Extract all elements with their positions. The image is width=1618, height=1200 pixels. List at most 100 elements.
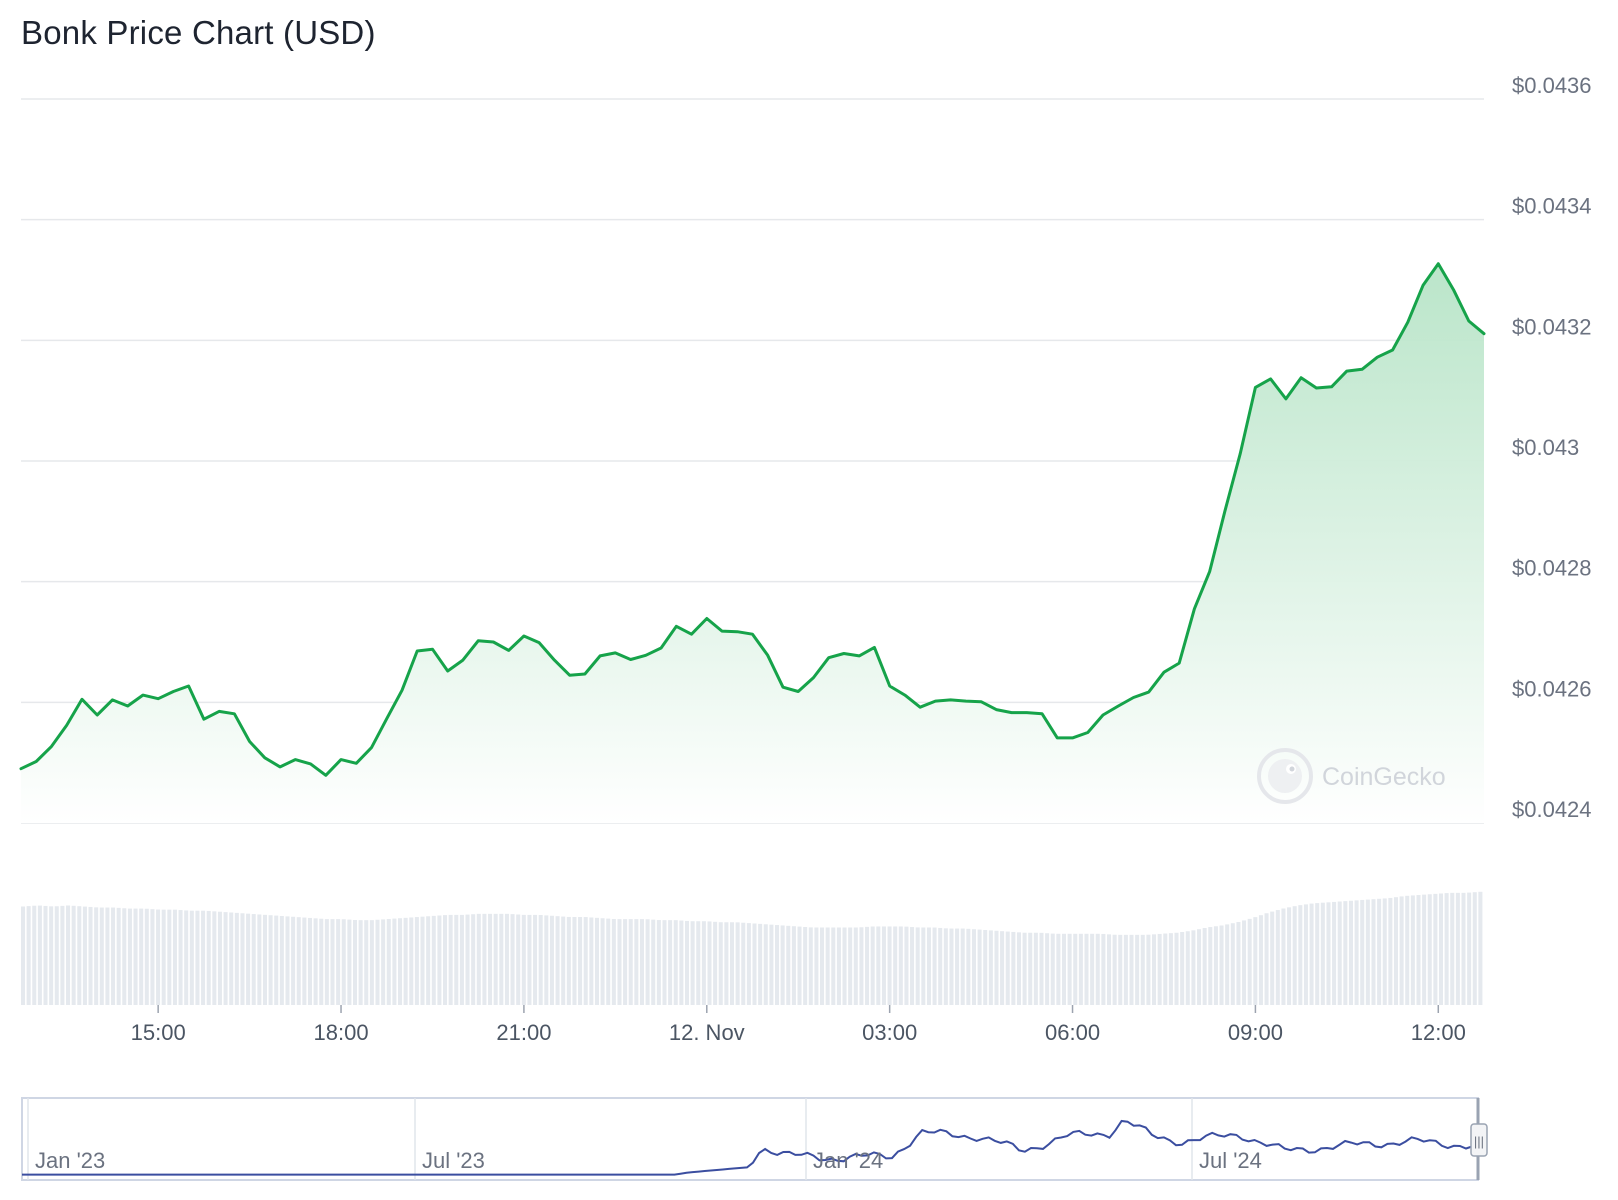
volume-bar [701, 921, 706, 1005]
volume-bar [623, 919, 628, 1005]
volume-bar [820, 927, 825, 1005]
volume-bar [217, 911, 222, 1005]
volume-bar [454, 914, 459, 1005]
volume-bar [606, 918, 611, 1005]
volume-bar [893, 926, 898, 1005]
volume-bar [848, 927, 853, 1005]
volume-bar [1461, 892, 1466, 1005]
price-line [19, 262, 1486, 777]
volume-bar [797, 926, 802, 1005]
volume-bar [1360, 899, 1365, 1005]
volume-bar [43, 905, 48, 1005]
volume-bar [1213, 926, 1218, 1005]
volume-bar [488, 913, 493, 1005]
volume-bar [144, 908, 149, 1005]
volume-bar [1320, 902, 1325, 1005]
navigator-frame [21, 1097, 1479, 1181]
volume-bar [1365, 899, 1370, 1005]
volume-bar [780, 925, 785, 1005]
volume-bar [195, 910, 200, 1005]
volume-bar [684, 920, 690, 1005]
volume-bar [94, 907, 99, 1005]
volume-bar [1011, 931, 1016, 1005]
volume-bar [1202, 928, 1207, 1005]
volume-bar [240, 913, 245, 1005]
volume-bar [549, 915, 554, 1005]
volume-bar [994, 930, 999, 1005]
volume-bar [167, 909, 172, 1005]
volume-bar [718, 922, 723, 1005]
volume-bar [1348, 900, 1353, 1005]
volume-bar [1191, 930, 1196, 1005]
volume-bar [1253, 917, 1258, 1005]
volume-bar [1005, 931, 1010, 1005]
volume-bar [656, 920, 661, 1005]
range-navigator[interactable]: Jan '23 Jul '23 Jan '24 Jul '24 ||| [21, 1097, 1488, 1181]
volume-bar [769, 924, 774, 1005]
volume-bar [116, 907, 121, 1005]
x-tick-label: 03:00 [862, 1020, 917, 1045]
volume-bar [150, 909, 155, 1005]
volume-bar [791, 926, 796, 1005]
volume-bar [1427, 894, 1432, 1005]
volume-bar [1185, 931, 1190, 1005]
volume-bar [291, 916, 296, 1005]
volume-bar [1416, 895, 1421, 1005]
volume-bar [111, 907, 116, 1005]
volume-bar [1129, 934, 1134, 1005]
volume-bar [88, 906, 93, 1005]
volume-bar [859, 927, 864, 1005]
volume-bar [1045, 933, 1050, 1005]
volume-bar [617, 919, 622, 1005]
watermark-text: CoinGecko [1322, 763, 1446, 791]
volume-bar [1174, 932, 1179, 1005]
x-tick-label: 15:00 [131, 1020, 186, 1045]
volume-bar [66, 905, 71, 1005]
navigator-gridlines [27, 1098, 1193, 1180]
volume-bar [375, 919, 380, 1005]
volume-bar [555, 916, 560, 1005]
volume-bar [307, 917, 312, 1005]
navigator-label: Jan '24 [813, 1148, 883, 1173]
volume-bar [251, 914, 256, 1005]
volume-bar [628, 919, 633, 1005]
volume-bar [156, 909, 161, 1005]
volume-bar [1197, 929, 1202, 1005]
coingecko-watermark: CoinGecko [1257, 748, 1446, 804]
volume-bar [392, 918, 397, 1005]
volume-bar [504, 913, 509, 1005]
volume-bar [1264, 913, 1269, 1005]
volume-bar [1382, 898, 1387, 1005]
y-tick-label: $0.0424 [1512, 797, 1592, 822]
navigator-labels: Jan '23 Jul '23 Jan '24 Jul '24 [35, 1148, 1262, 1173]
volume-bar [752, 923, 757, 1005]
x-tick-label: 06:00 [1045, 1020, 1100, 1045]
volume-bar [386, 919, 391, 1005]
volume-bar [1377, 898, 1382, 1005]
volume-bar [403, 917, 408, 1005]
volume-bars [21, 891, 1483, 1005]
volume-bar [1270, 911, 1275, 1005]
volume-bar [1236, 921, 1241, 1005]
volume-bar [583, 917, 588, 1005]
volume-bar [1225, 924, 1230, 1005]
volume-bar [898, 926, 903, 1005]
volume-bar [1022, 932, 1027, 1005]
volume-bar [364, 920, 369, 1005]
volume-bar [1455, 892, 1460, 1005]
volume-bar [707, 921, 712, 1005]
navigator-label: Jul '24 [1199, 1148, 1262, 1173]
volume-bar [482, 913, 487, 1005]
volume-bar [1107, 934, 1112, 1005]
volume-bar [161, 909, 166, 1005]
navigator-handle[interactable] [1470, 1123, 1488, 1157]
y-axis: $0.0436 $0.0434 $0.0432 $0.043 $0.0428 $0.042… [1512, 73, 1592, 822]
volume-bar [1163, 933, 1168, 1005]
x-tick-label: 21:00 [496, 1020, 551, 1045]
volume-bar [1152, 934, 1157, 1005]
volume-bar [1157, 933, 1162, 1005]
volume-bar [26, 906, 31, 1005]
volume-bar [943, 928, 948, 1005]
volume-bar [729, 922, 735, 1005]
